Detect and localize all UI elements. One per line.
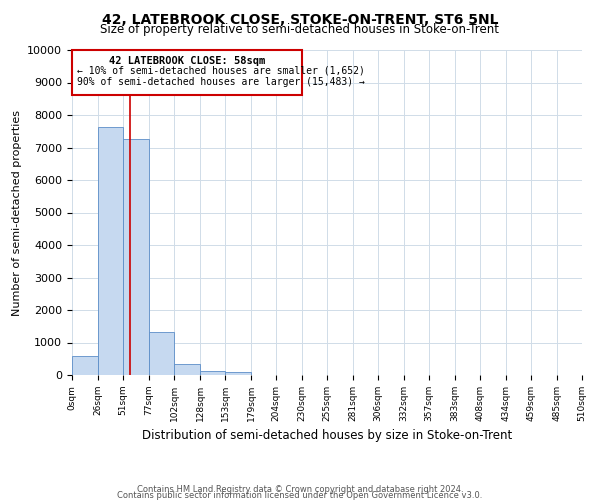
Y-axis label: Number of semi-detached properties: Number of semi-detached properties bbox=[12, 110, 22, 316]
Text: 42 LATEBROOK CLOSE: 58sqm: 42 LATEBROOK CLOSE: 58sqm bbox=[109, 56, 265, 66]
Text: 90% of semi-detached houses are larger (15,483) →: 90% of semi-detached houses are larger (… bbox=[77, 78, 365, 88]
Text: Size of property relative to semi-detached houses in Stoke-on-Trent: Size of property relative to semi-detach… bbox=[101, 22, 499, 36]
Bar bbox=[149, 332, 174, 375]
Bar bbox=[123, 138, 149, 375]
Text: Contains HM Land Registry data © Crown copyright and database right 2024.: Contains HM Land Registry data © Crown c… bbox=[137, 485, 463, 494]
Bar bbox=[72, 356, 98, 375]
Bar bbox=[174, 364, 200, 375]
Text: 42, LATEBROOK CLOSE, STOKE-ON-TRENT, ST6 5NL: 42, LATEBROOK CLOSE, STOKE-ON-TRENT, ST6… bbox=[102, 12, 498, 26]
X-axis label: Distribution of semi-detached houses by size in Stoke-on-Trent: Distribution of semi-detached houses by … bbox=[142, 430, 512, 442]
Bar bbox=[200, 371, 225, 375]
Bar bbox=[98, 127, 123, 375]
Bar bbox=[225, 372, 251, 375]
Text: ← 10% of semi-detached houses are smaller (1,652): ← 10% of semi-detached houses are smalle… bbox=[77, 66, 365, 76]
Text: Contains public sector information licensed under the Open Government Licence v3: Contains public sector information licen… bbox=[118, 490, 482, 500]
FancyBboxPatch shape bbox=[72, 50, 302, 95]
